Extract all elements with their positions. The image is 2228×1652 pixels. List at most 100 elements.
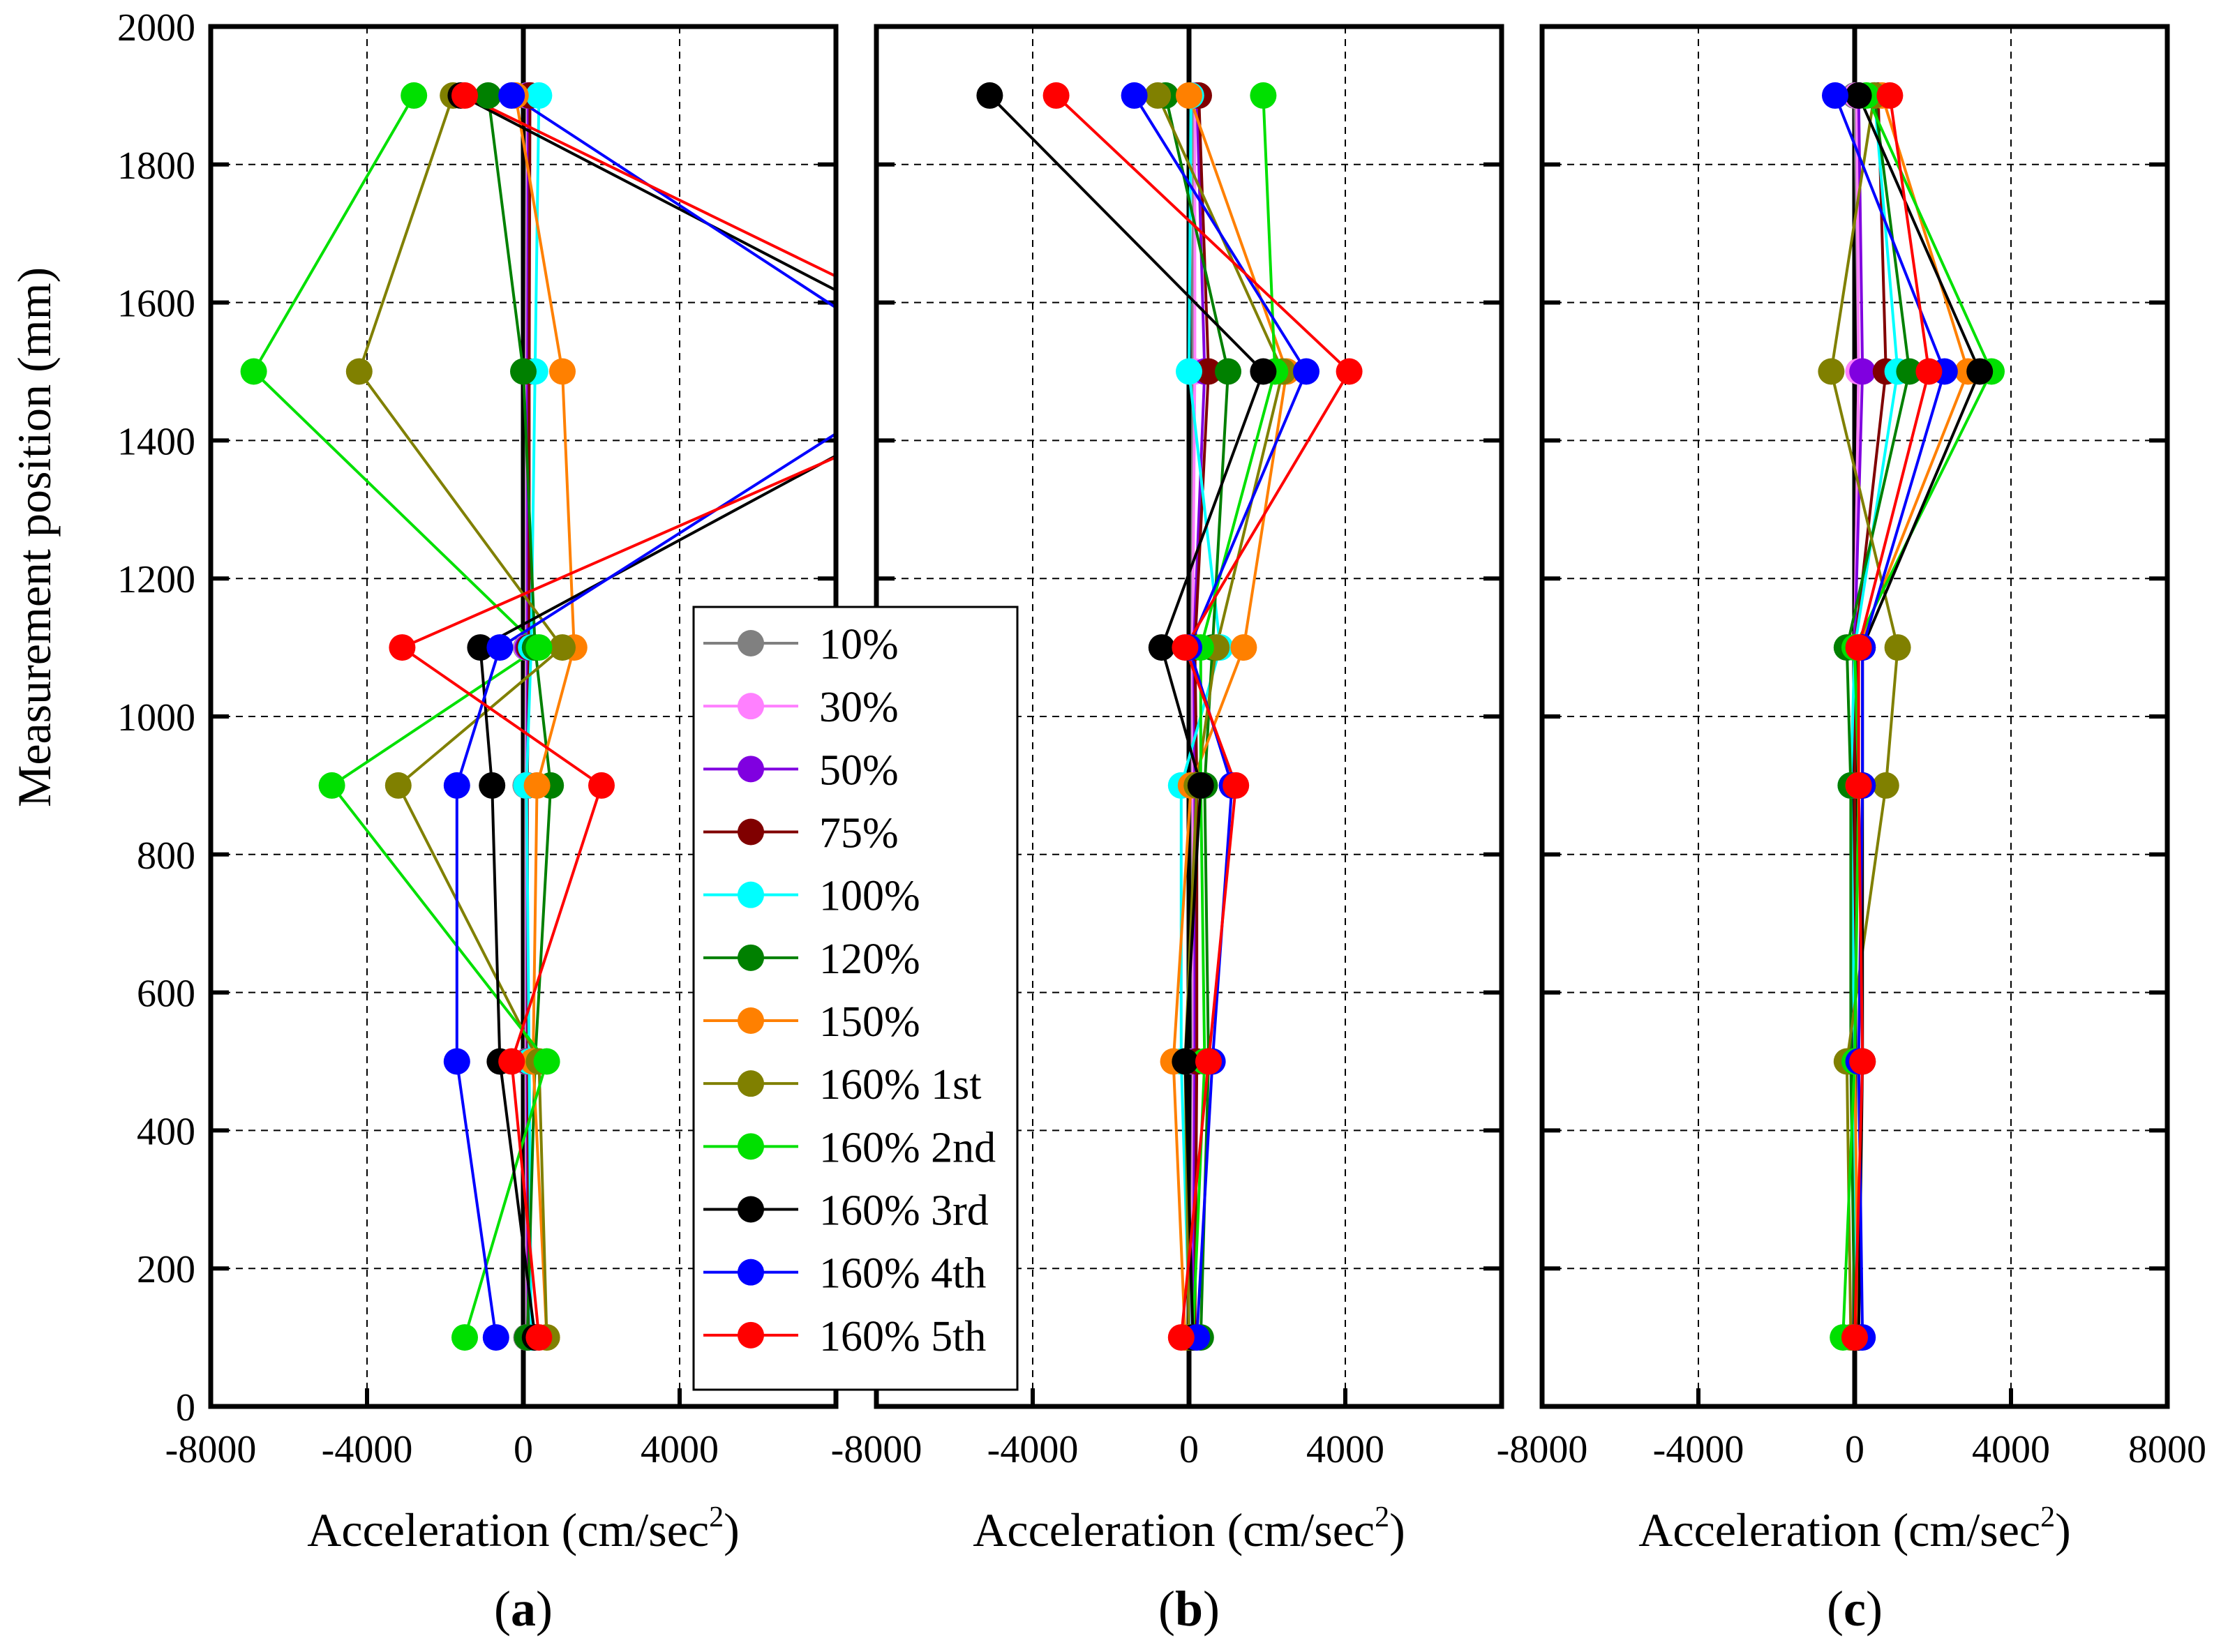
data-point	[1230, 634, 1257, 661]
panel-label: (c)	[1827, 1581, 1883, 1637]
legend-item: 150%	[703, 998, 920, 1046]
x-tick-label: 4000	[1972, 1428, 2050, 1471]
legend-label: 100%	[819, 873, 920, 920]
x-axis-title: Acceleration (cm/sec2)	[307, 1501, 739, 1556]
legend-marker	[738, 756, 764, 783]
y-tick-label: 400	[137, 1110, 195, 1153]
x-tick-label: -4000	[987, 1428, 1079, 1471]
series-group	[240, 82, 1045, 1351]
data-point	[1845, 772, 1872, 799]
panel-label-close: )	[536, 1581, 553, 1637]
x-tick-label: 0	[514, 1428, 533, 1471]
series-line	[1055, 94, 1352, 1338]
data-point	[1018, 359, 1045, 385]
data-point	[1148, 634, 1175, 661]
data-point	[486, 634, 514, 661]
data-point	[533, 1048, 560, 1075]
y-tick-label: 2000	[117, 6, 195, 50]
series-line	[1830, 95, 1899, 1338]
panel-label-letter: c	[1844, 1581, 1866, 1637]
x-axis-title-superscript: 2	[709, 1501, 724, 1533]
legend-label: 160% 1st	[819, 1061, 982, 1109]
legend-marker	[738, 818, 764, 846]
data-point	[1167, 1324, 1195, 1351]
y-tick-label: 1800	[117, 144, 195, 188]
data-point	[389, 634, 416, 661]
legend-label: 160% 2nd	[819, 1124, 996, 1171]
x-axis-title-superscript: 2	[2040, 1501, 2055, 1533]
grid	[1542, 27, 2167, 1406]
legend-item: 160% 2nd	[703, 1124, 996, 1171]
data-point	[1293, 358, 1319, 385]
series-line	[1834, 95, 1946, 1338]
data-point	[1176, 82, 1202, 109]
legend-item: 100%	[703, 873, 920, 920]
data-point	[549, 358, 576, 385]
data-point	[1195, 358, 1222, 385]
data-point	[318, 772, 345, 799]
panel-label: (b)	[1158, 1581, 1220, 1637]
x-tick-label: -8000	[831, 1428, 922, 1471]
x-tick-label: -8000	[1497, 1428, 1588, 1471]
data-point	[1144, 82, 1172, 109]
x-tick-label: 8000	[2128, 1428, 2206, 1471]
series-line	[988, 94, 1265, 1338]
panel-label-open: (	[1158, 1581, 1175, 1637]
data-point	[451, 82, 478, 109]
series-line	[525, 95, 541, 1338]
panel-a: -8000 -4000 0 4000 0 200 400 600 800 1000 1200 1400…	[117, 6, 1045, 1637]
series-line	[1853, 95, 1931, 1338]
legend-item: 160% 4th	[703, 1250, 986, 1298]
x-tick-label: 0	[1179, 1428, 1199, 1471]
data-point	[474, 82, 502, 109]
legend-item: 160% 5th	[703, 1313, 986, 1360]
panel-label-close: )	[1866, 1581, 1883, 1637]
data-point	[976, 82, 1003, 109]
data-point	[240, 358, 267, 385]
legend-item: 160% 1st	[703, 1061, 982, 1109]
data-point	[1876, 82, 1904, 109]
y-tick-label: 1000	[117, 696, 195, 739]
series-line	[1193, 95, 1211, 1338]
legend-label: 75%	[819, 810, 899, 857]
data-point	[1195, 1048, 1222, 1075]
data-point	[401, 82, 428, 109]
data-point	[384, 772, 412, 799]
data-point	[1223, 772, 1250, 799]
legend-marker	[738, 1321, 764, 1349]
data-point	[1845, 634, 1872, 661]
x-axis-title-text: Acceleration (cm/sec	[1638, 1503, 2040, 1556]
data-point	[523, 772, 551, 799]
x-axis-title-close: )	[724, 1503, 740, 1556]
series-line	[399, 94, 836, 1338]
series-group	[1818, 82, 2005, 1351]
legend-marker	[738, 1196, 764, 1223]
legend-item: 120%	[703, 936, 920, 983]
legend-label: 160% 4th	[819, 1250, 986, 1298]
legend-item: 10%	[703, 621, 899, 668]
y-tick-label: 1400	[117, 420, 195, 463]
data-point	[1845, 82, 1872, 109]
y-axis-title: Measurement position (mm)	[8, 267, 61, 807]
x-axis-title-text: Acceleration (cm/sec	[973, 1503, 1375, 1556]
panels: -8000 -4000 0 40000200400600800100012001400…	[117, 6, 2206, 1637]
data-point	[1176, 358, 1202, 385]
data-point	[510, 358, 537, 385]
data-point	[443, 772, 470, 799]
x-axis-title-superscript: 2	[1375, 1501, 1389, 1533]
x-axis-title-close: )	[1389, 1503, 1405, 1556]
data-point	[467, 634, 494, 661]
data-point	[1818, 358, 1845, 385]
data-point	[1822, 82, 1848, 109]
legend-marker	[738, 1070, 764, 1097]
data-point	[1172, 1048, 1199, 1075]
x-axis-title-text: Acceleration (cm/sec	[307, 1503, 709, 1556]
data-point	[1042, 82, 1070, 109]
legend-item: 50%	[703, 746, 899, 794]
series-line	[252, 94, 548, 1338]
data-point	[1187, 772, 1214, 799]
data-point	[525, 634, 553, 661]
legend-item: 75%	[703, 810, 899, 857]
series-group	[976, 82, 1363, 1351]
y-tick-label: 800	[137, 834, 195, 878]
